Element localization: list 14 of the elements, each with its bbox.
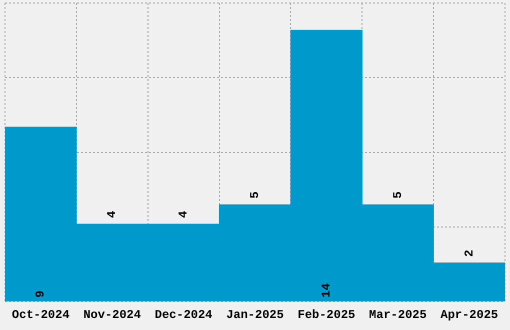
x-tick-label: Mar-2025 [369, 308, 427, 322]
x-tick-label: Apr-2025 [440, 308, 498, 322]
x-tick-label: Oct-2024 [12, 308, 70, 322]
x-tick-label: Feb-2025 [298, 308, 356, 322]
data-label: 9 [34, 290, 48, 298]
data-label: 2 [462, 250, 476, 257]
x-tick-label: Jan-2025 [226, 308, 284, 322]
data-label: 4 [176, 210, 191, 218]
data-label: 5 [248, 191, 262, 199]
x-tick-label: Nov-2024 [83, 308, 141, 322]
x-tick-label: Dec-2024 [154, 308, 212, 322]
data-label: 5 [390, 191, 405, 199]
data-label: 14 [319, 283, 334, 298]
data-label: 4 [105, 210, 120, 218]
